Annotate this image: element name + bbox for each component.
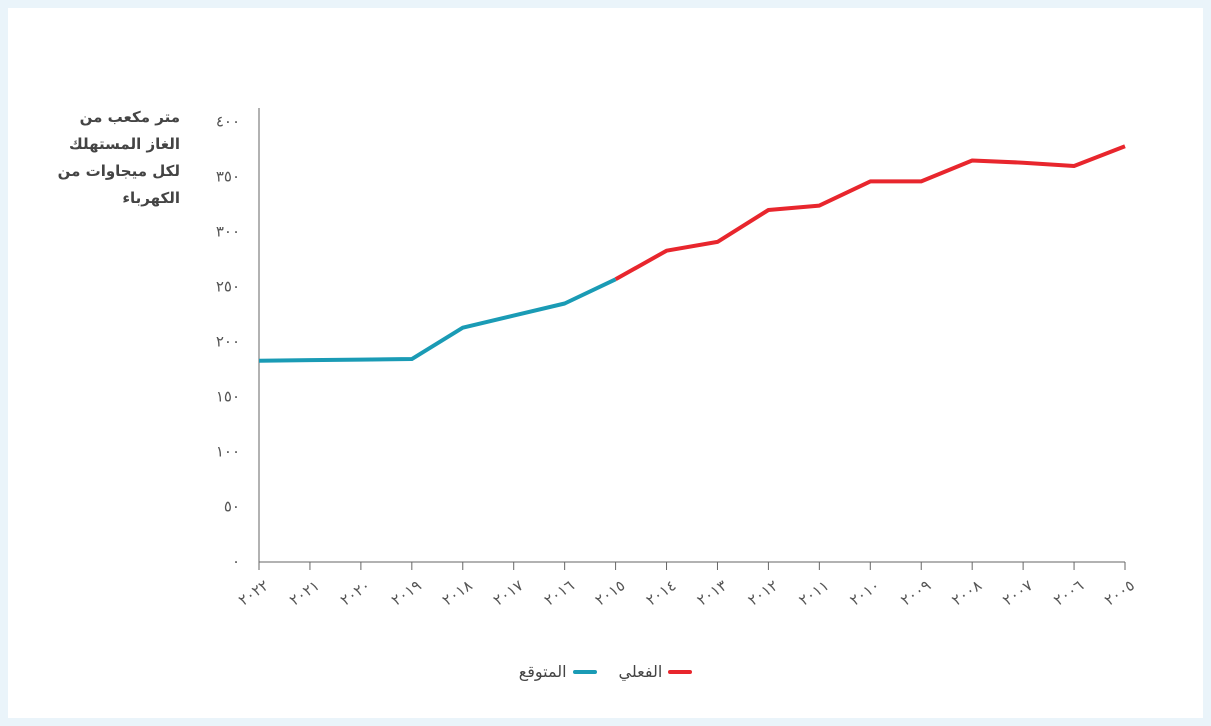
x-tick-label: ٢٠٢٢	[235, 576, 272, 609]
x-tick-label: ٢٠١٦	[541, 576, 578, 609]
legend-item: المتوقع	[519, 662, 597, 681]
y-tick-label: ٣٥٠	[216, 168, 240, 186]
y-tick-label: ٤٠٠	[216, 113, 240, 131]
x-tick-label: ٢٠١١	[795, 576, 832, 609]
legend-label: الفعلي	[618, 662, 663, 681]
legend-label: المتوقع	[518, 662, 567, 681]
x-tick-label: ٢٠١٩	[388, 576, 425, 609]
y-tick-label: ١٥٠	[216, 388, 240, 406]
x-tick-label: ٢٠٢١	[286, 576, 323, 609]
x-tick-label: ٢٠٠٦	[1050, 576, 1087, 609]
x-tick-label: ٢٠٠٩	[897, 576, 934, 609]
y-tick-label: ١٠٠	[216, 443, 240, 461]
series-line	[258, 277, 617, 363]
y-tick-label: ٢٠٠	[216, 333, 240, 351]
legend-item: الفعلي	[619, 662, 693, 681]
x-tick-label: ٢٠١٤	[643, 576, 680, 609]
legend-swatch	[572, 669, 597, 674]
x-tick-label: ٢٠٠٨	[948, 576, 985, 609]
x-tick-label: ٢٠١٠	[846, 576, 883, 609]
series-line	[614, 144, 1126, 282]
x-tick-label: ٢٠٢٠	[337, 576, 374, 609]
legend-swatch	[668, 669, 693, 674]
y-tick-label: ٠	[232, 553, 240, 571]
x-tick-label: ٢٠١٨	[439, 576, 476, 609]
x-tick-label: ٢٠١٣	[694, 576, 731, 609]
y-tick-label: ٢٥٠	[216, 278, 240, 296]
legend: الفعلي المتوقع	[0, 662, 1211, 681]
panel	[8, 8, 1203, 718]
x-tick-label: ٢٠١٢	[745, 576, 782, 609]
x-tick-label: ٢٠١٧	[490, 576, 527, 609]
y-tick-label: ٣٠٠	[216, 223, 240, 241]
x-tick-label: ٢٠١٥	[592, 576, 629, 609]
x-tick-label: ٢٠٠٥	[1101, 576, 1138, 609]
y-tick-label: ٥٠	[224, 498, 240, 516]
y-axis-title: متر مكعب من الغاز المستهلك لكل ميجاوات م…	[57, 108, 180, 207]
x-tick-label: ٢٠٠٧	[999, 576, 1036, 609]
